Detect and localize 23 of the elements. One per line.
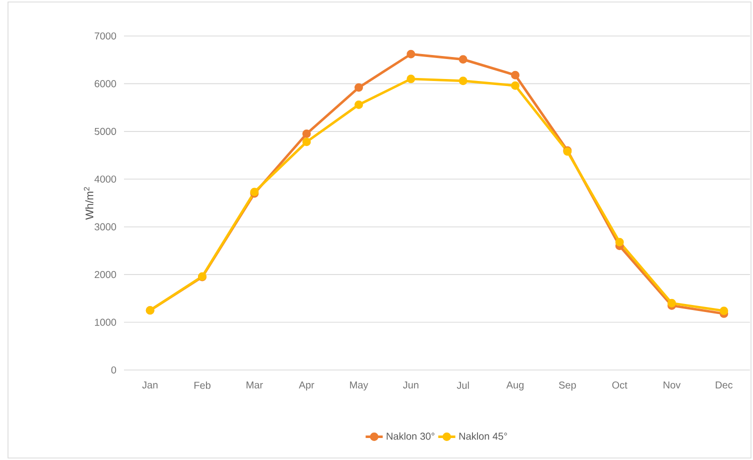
y-tick-label: 1000	[95, 318, 116, 326]
x-tick-label: Nov	[664, 382, 681, 388]
x-tick-label: Sep	[558, 382, 576, 391]
x-tick-label: Jun	[403, 382, 418, 388]
x-tick-label: Feb	[194, 382, 210, 389]
x-tick-label: Jan	[142, 382, 158, 388]
y-tick-label: 6000	[94, 80, 116, 88]
y-tick-label: 4000	[94, 176, 116, 183]
y-tick-label: 0	[111, 366, 116, 374]
y-tick-label: 5000	[94, 128, 116, 135]
x-tick-label: Mar	[246, 382, 263, 388]
y-axis-title: Wh/m$^{2}$	[84, 187, 94, 220]
y-tick-label: 3000	[94, 223, 116, 230]
x-tick-label: Aug	[506, 382, 524, 390]
x-tick-label: Apr	[298, 382, 314, 390]
x-tick-label: May	[350, 382, 368, 390]
x-tick-label: Jul	[456, 382, 469, 389]
x-tick-label: Oct	[612, 382, 628, 389]
x-tick-label: Dec	[716, 382, 733, 388]
legend-label: Naklon 30°	[386, 432, 434, 440]
y-tick-label: 2000	[94, 271, 116, 278]
legend-label: Naklon 45°	[459, 432, 507, 440]
y-tick-label: 7000	[94, 32, 116, 40]
